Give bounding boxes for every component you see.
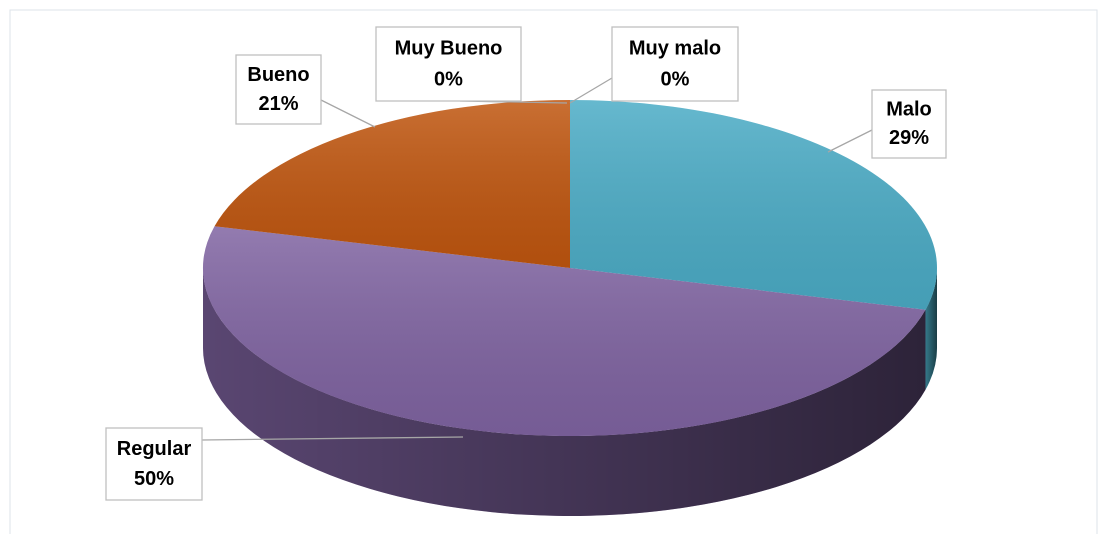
leader-line bbox=[201, 436, 464, 441]
value-label: 0% bbox=[434, 69, 463, 91]
label-box bbox=[871, 89, 947, 159]
value-label: 21% bbox=[258, 93, 298, 115]
leader-line bbox=[569, 77, 613, 104]
slice-gloss bbox=[202, 226, 926, 437]
category-label: Muy Bueno bbox=[395, 37, 503, 59]
leader-line bbox=[827, 129, 873, 153]
label-box bbox=[105, 427, 203, 501]
value-label: 50% bbox=[134, 468, 174, 490]
label-box bbox=[611, 26, 739, 102]
category-label: Regular bbox=[117, 438, 192, 460]
label-box bbox=[235, 54, 322, 125]
value-label: 0% bbox=[661, 69, 690, 91]
category-label: Muy malo bbox=[629, 37, 721, 59]
slice-side-shade bbox=[925, 268, 937, 390]
slice-gloss bbox=[570, 100, 938, 310]
label-box bbox=[375, 26, 522, 102]
slice-side-shade bbox=[203, 268, 926, 516]
value-label: 29% bbox=[889, 127, 929, 149]
chart-frame bbox=[9, 9, 1098, 534]
slice-gloss bbox=[214, 100, 571, 268]
leader-line bbox=[320, 99, 376, 128]
category-label: Bueno bbox=[247, 64, 309, 86]
category-label: Malo bbox=[886, 99, 932, 121]
